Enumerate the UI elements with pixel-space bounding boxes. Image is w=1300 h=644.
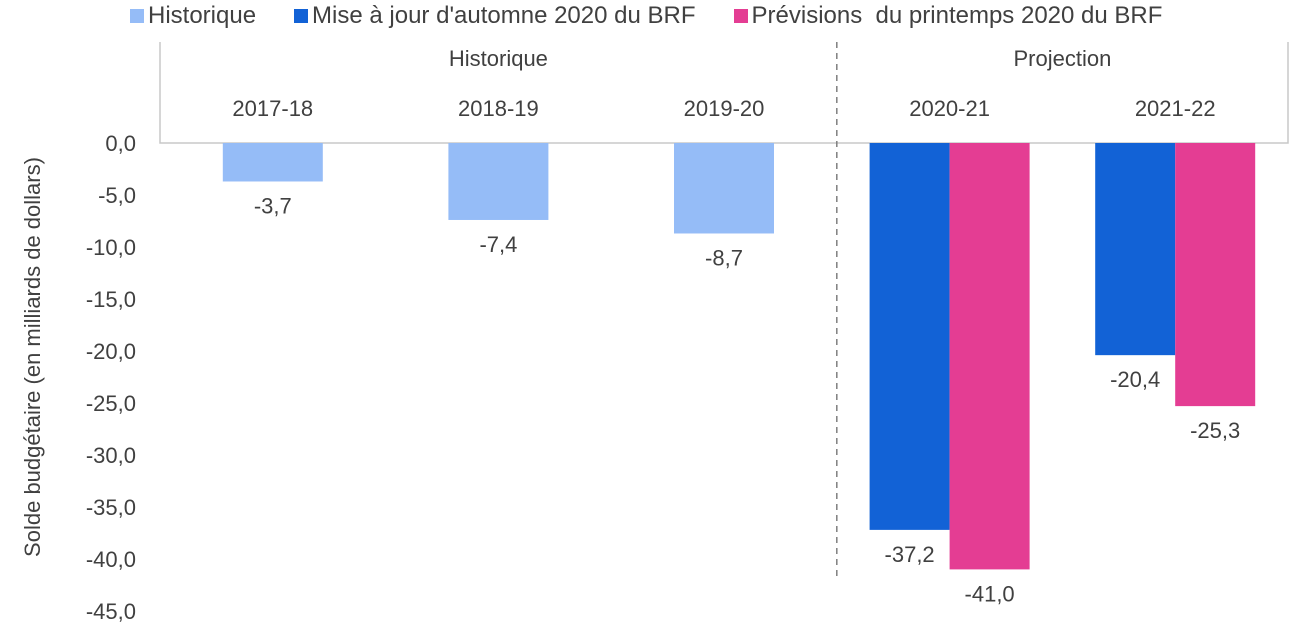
data-label: -25,3 — [1190, 418, 1240, 443]
y-tick-label: 0,0 — [105, 131, 136, 156]
bar-2020-21-series-2 — [949, 143, 1030, 570]
x-tick-label: 2020-21 — [909, 96, 990, 121]
x-tick-label: 2019-20 — [684, 96, 765, 121]
bar-2021-22-series-2 — [1175, 143, 1256, 407]
y-tick-label: -25,0 — [86, 391, 136, 416]
bar-2018-19-series-0 — [448, 143, 549, 220]
group-label-projection: Projection — [1013, 46, 1111, 71]
legend-swatch-previsions — [733, 9, 748, 23]
chart-legend: Historique Mise à jour d'automne 2020 du… — [130, 2, 1162, 30]
legend-label-mise-a-jour: Mise à jour d'automne 2020 du BRF — [312, 2, 696, 29]
y-tick-label: -5,0 — [98, 183, 136, 208]
y-tick-label: -45,0 — [86, 599, 136, 624]
data-label: -20,4 — [1110, 367, 1160, 392]
legend-item-previsions: Prévisions du printemps 2020 du BRF — [733, 2, 1163, 30]
y-tick-label: -15,0 — [86, 287, 136, 312]
legend-label-previsions: Prévisions du printemps 2020 du BRF — [751, 2, 1163, 29]
legend-label-historique: Historique — [148, 2, 257, 29]
legend-item-mise-a-jour: Mise à jour d'automne 2020 du BRF — [294, 2, 696, 30]
x-tick-label: 2018-19 — [458, 96, 539, 121]
y-tick-label: -40,0 — [86, 547, 136, 572]
y-tick-label: -20,0 — [86, 339, 136, 364]
data-label: -3,7 — [254, 193, 292, 218]
bar-2019-20-series-0 — [674, 143, 774, 234]
x-tick-label: 2021-22 — [1135, 96, 1216, 121]
y-axis-title: Solde budgétaire (en milliards de dollar… — [20, 157, 45, 557]
y-tick-label: -35,0 — [86, 495, 136, 520]
y-tick-label: -30,0 — [86, 443, 136, 468]
legend-item-historique: Historique — [130, 2, 256, 30]
y-tick-label: -10,0 — [86, 235, 136, 260]
bar-2020-21-series-1 — [869, 143, 950, 530]
legend-swatch-historique — [130, 9, 144, 23]
data-label: -41,0 — [965, 581, 1015, 606]
data-label: -37,2 — [885, 542, 935, 567]
group-label-historique: Historique — [449, 46, 548, 71]
data-label: -8,7 — [705, 245, 743, 270]
category-header-box — [159, 42, 1289, 144]
bar-2017-18-series-0 — [222, 143, 323, 182]
data-label: -7,4 — [479, 232, 517, 257]
legend-swatch-mise-a-jour — [294, 9, 309, 23]
bar-2021-22-series-1 — [1095, 143, 1176, 356]
x-tick-label: 2017-18 — [232, 96, 313, 121]
